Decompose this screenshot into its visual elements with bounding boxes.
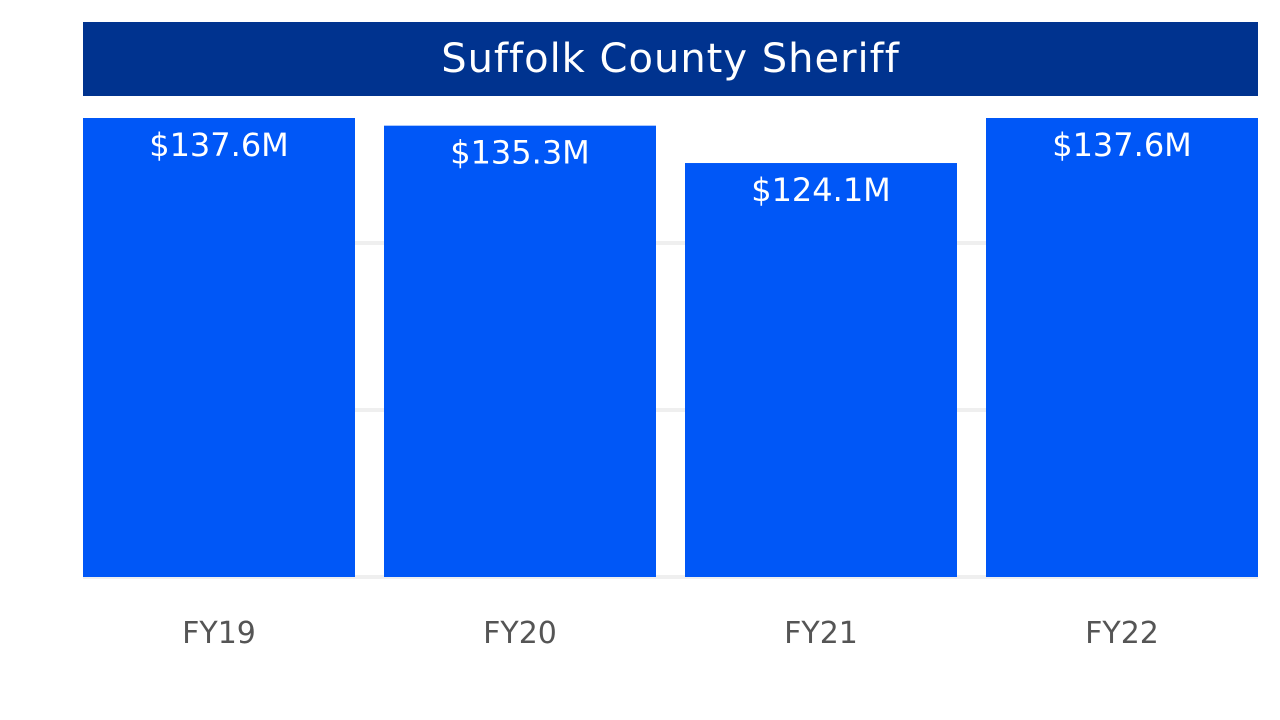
chart-title: Suffolk County Sheriff (441, 36, 900, 82)
bar-fy22 (986, 118, 1258, 577)
x-tick-label-fy21: FY21 (784, 616, 858, 651)
x-tick-label-fy20: FY20 (483, 616, 557, 651)
data-label-fy21: $124.1M (751, 171, 891, 209)
data-label-fy20: $135.3M (450, 134, 590, 172)
data-label-fy19: $137.6M (149, 126, 289, 164)
data-label-fy22: $137.6M (1052, 126, 1192, 164)
x-tick-label-fy22: FY22 (1085, 616, 1159, 651)
bar-fy19 (83, 118, 355, 577)
chart-title-bar: Suffolk County Sheriff (83, 22, 1258, 96)
bar-fy21 (685, 163, 957, 577)
bar-fy20 (384, 125, 656, 577)
x-tick-label-fy19: FY19 (182, 616, 256, 651)
